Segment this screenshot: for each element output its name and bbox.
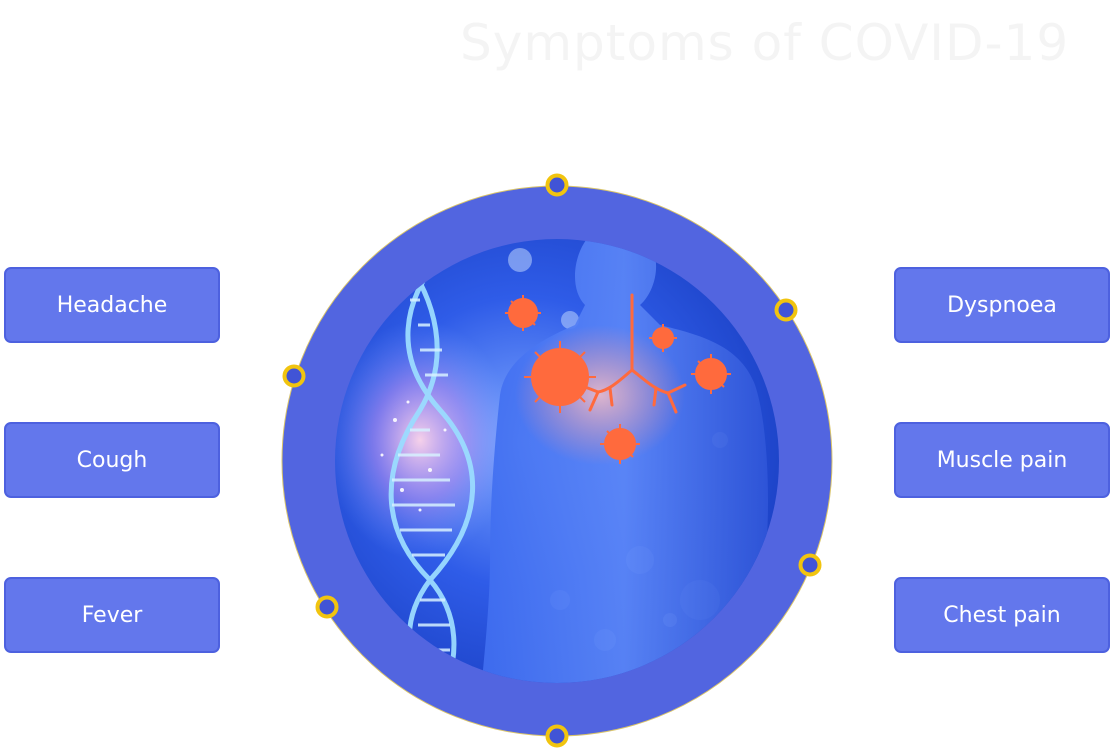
symptom-label: Muscle pain bbox=[936, 447, 1068, 473]
ring-dot-icon bbox=[282, 364, 306, 388]
symptom-box-fever: Fever bbox=[4, 577, 220, 653]
ring-dot-icon bbox=[545, 724, 569, 748]
symptom-label: Headache bbox=[56, 292, 168, 318]
symptom-box-chest-pain: Chest pain bbox=[894, 577, 1110, 653]
ring-dots bbox=[282, 173, 822, 748]
symptom-box-dyspnoea: Dyspnoea bbox=[894, 267, 1110, 343]
ring-dot-icon bbox=[798, 553, 822, 577]
symptom-label: Cough bbox=[76, 447, 148, 473]
ring-dot-icon bbox=[545, 173, 569, 197]
medical-illustration bbox=[335, 239, 779, 683]
symptom-box-cough: Cough bbox=[4, 422, 220, 498]
symptom-box-muscle-pain: Muscle pain bbox=[894, 422, 1110, 498]
symptom-label: Chest pain bbox=[943, 602, 1061, 628]
symptom-box-headache: Headache bbox=[4, 267, 220, 343]
ring-dot-icon bbox=[774, 298, 798, 322]
diagram-title: Symptoms of COVID-19 bbox=[460, 14, 1070, 72]
symptom-label: Dyspnoea bbox=[947, 292, 1057, 318]
ring-dot-icon bbox=[315, 595, 339, 619]
symptom-label: Fever bbox=[81, 602, 143, 628]
